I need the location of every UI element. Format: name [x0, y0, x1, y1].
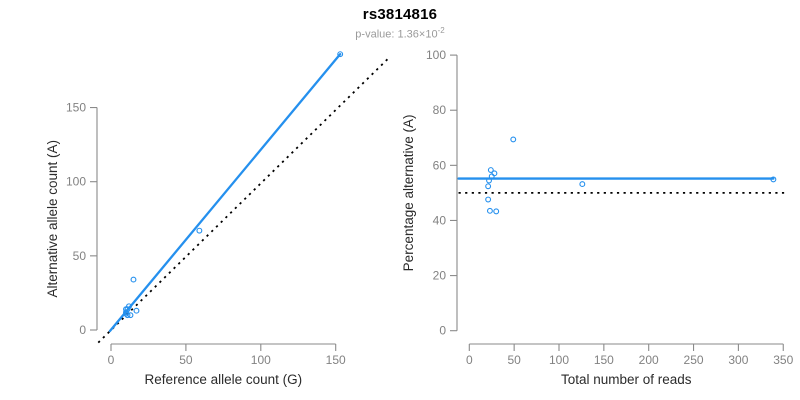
right-data-point [486, 207, 493, 214]
right-x-tick-label: 150 [594, 353, 614, 367]
left-x-tick-label: 150 [326, 353, 346, 367]
right-data-point [770, 176, 777, 183]
right-x-tick-label: 50 [507, 353, 521, 367]
right-y-tick-label: 100 [426, 48, 446, 62]
left-data-point [124, 312, 131, 319]
left-data-point [196, 227, 203, 234]
left-y-tick-label: 150 [66, 101, 86, 115]
right-y-tick-label: 40 [433, 213, 447, 227]
left-y-tick-label: 50 [73, 249, 87, 263]
right-y-axis-title: Percentage alternative (A) [401, 114, 416, 271]
left-y-tick-label: 100 [66, 175, 86, 189]
right-data-point [486, 177, 492, 184]
right-y-tick-label: 20 [433, 269, 447, 283]
left-fit-line [108, 53, 342, 333]
right-y-tick-label: 60 [433, 158, 447, 172]
right-data-point [491, 170, 498, 177]
left-data-point [133, 307, 140, 314]
right-data-point [485, 196, 492, 203]
right-data-point [487, 167, 494, 173]
right-data-point [579, 181, 586, 188]
right-data-point [485, 183, 492, 190]
right-x-axis-title: Total number of reads [561, 372, 692, 387]
left-x-tick-label: 0 [108, 353, 115, 367]
right-x-tick-label: 350 [773, 353, 793, 367]
left-x-tick-label: 50 [179, 353, 193, 367]
right-x-tick-label: 100 [549, 353, 569, 367]
right-y-tick-label: 80 [433, 103, 447, 117]
left-data-point [130, 276, 137, 283]
right-x-tick-label: 250 [684, 353, 704, 367]
left-y-axis-title: Alternative allele count (A) [45, 140, 60, 298]
left-x-axis-title: Reference allele count (G) [145, 372, 303, 387]
right-data-point [493, 208, 500, 215]
left-dashed-reference-line [97, 56, 391, 344]
right-x-tick-label: 0 [466, 353, 473, 367]
right-data-point [488, 173, 495, 180]
right-x-tick-label: 200 [639, 353, 659, 367]
right-y-tick-label: 0 [439, 324, 446, 338]
right-data-point [510, 136, 517, 143]
left-data-point [126, 303, 132, 310]
left-data-point [337, 51, 344, 58]
left-y-tick-label: 0 [79, 323, 86, 337]
right-x-tick-label: 300 [728, 353, 748, 367]
left-data-point [127, 312, 134, 319]
left-x-tick-label: 100 [251, 353, 271, 367]
